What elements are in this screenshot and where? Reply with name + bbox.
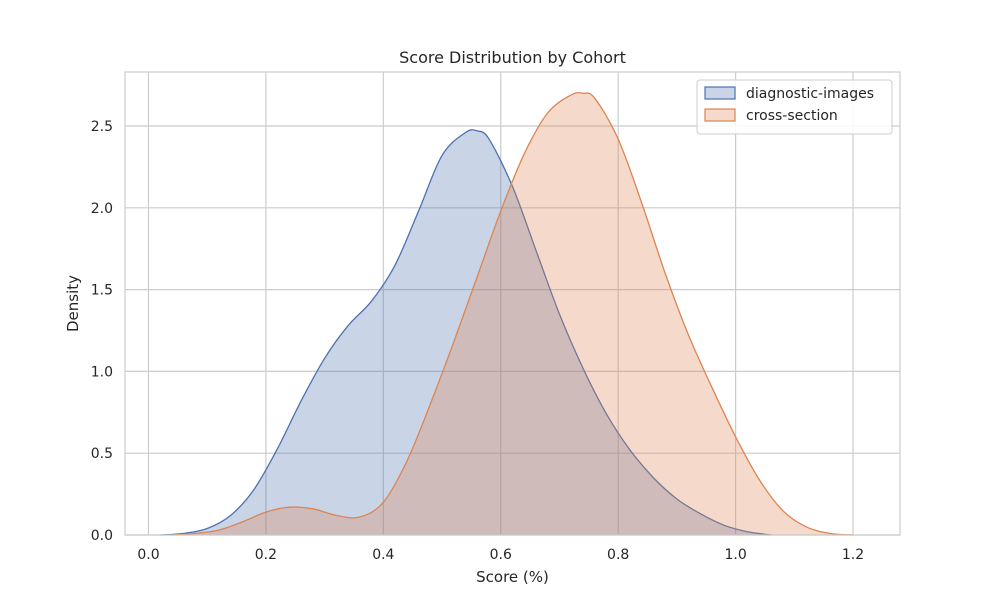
plot-frame [124,71,901,536]
legend-box [696,79,893,135]
density-series [160,92,854,536]
y-axis-ticks: 0.0 0.5 1.0 1.5 2.0 2.5 [91,119,113,544]
x-tick-label: 0.2 [255,547,277,563]
chart-title: Score Distribution by Cohort [399,48,626,67]
legend-swatch-cross-section [704,108,736,122]
x-axis-ticks: 0.0 0.2 0.4 0.6 0.8 1.0 1.2 [137,547,864,563]
x-tick-label: 1.2 [842,547,864,563]
y-tick-label: 2.0 [91,201,113,217]
x-tick-label: 0.6 [490,547,512,563]
y-tick-label: 2.5 [91,119,113,135]
cross-section-line [171,92,854,536]
legend-label-diagnostic-images: diagnostic-images [746,86,874,102]
x-tick-label: 0.0 [137,547,159,563]
y-tick-label: 1.0 [91,364,113,380]
x-tick-label: 0.8 [607,547,629,563]
legend: diagnostic-images cross-section [696,79,893,135]
y-tick-label: 0.5 [91,446,113,462]
x-tick-label: 0.4 [372,547,394,563]
y-tick-label: 1.5 [91,283,113,299]
x-axis-title: Score (%) [476,568,549,586]
legend-label-cross-section: cross-section [746,108,838,124]
diagnostic-images-line [160,129,771,536]
y-axis-title: Density [64,275,82,332]
y-tick-label: 0.0 [91,528,113,544]
cross-section-area [171,92,854,535]
legend-swatch-diagnostic-images [704,86,736,100]
x-tick-label: 1.0 [724,547,746,563]
